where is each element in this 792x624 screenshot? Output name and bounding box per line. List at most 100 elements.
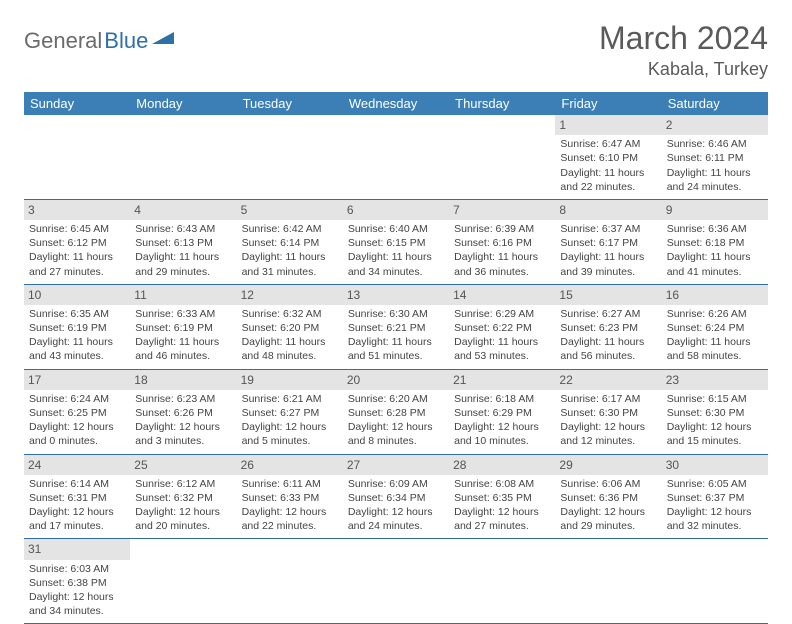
sunset-text: Sunset: 6:35 PM [454, 491, 550, 505]
daylight-text: Daylight: 11 hours and 27 minutes. [29, 250, 125, 278]
sunrise-text: Sunrise: 6:15 AM [667, 392, 763, 406]
daylight-text: Daylight: 11 hours and 22 minutes. [560, 166, 656, 194]
sunrise-text: Sunrise: 6:17 AM [560, 392, 656, 406]
logo: General Blue [24, 28, 174, 54]
calendar-cell: 23Sunrise: 6:15 AMSunset: 6:30 PMDayligh… [662, 369, 768, 454]
day-number: 30 [662, 455, 768, 475]
daylight-text: Daylight: 12 hours and 29 minutes. [560, 505, 656, 533]
day-number [662, 539, 768, 543]
sunrise-text: Sunrise: 6:12 AM [135, 477, 231, 491]
daylight-text: Daylight: 12 hours and 32 minutes. [667, 505, 763, 533]
calendar-cell [555, 539, 661, 624]
calendar-cell: 1Sunrise: 6:47 AMSunset: 6:10 PMDaylight… [555, 115, 661, 199]
calendar-cell: 17Sunrise: 6:24 AMSunset: 6:25 PMDayligh… [24, 369, 130, 454]
sunrise-text: Sunrise: 6:39 AM [454, 222, 550, 236]
sunrise-text: Sunrise: 6:29 AM [454, 307, 550, 321]
sunset-text: Sunset: 6:21 PM [348, 321, 444, 335]
sunset-text: Sunset: 6:20 PM [242, 321, 338, 335]
daylight-text: Daylight: 12 hours and 8 minutes. [348, 420, 444, 448]
sunset-text: Sunset: 6:24 PM [667, 321, 763, 335]
sunrise-text: Sunrise: 6:14 AM [29, 477, 125, 491]
calendar-cell: 20Sunrise: 6:20 AMSunset: 6:28 PMDayligh… [343, 369, 449, 454]
sunset-text: Sunset: 6:38 PM [29, 576, 125, 590]
sunrise-text: Sunrise: 6:21 AM [242, 392, 338, 406]
calendar-cell: 19Sunrise: 6:21 AMSunset: 6:27 PMDayligh… [237, 369, 343, 454]
sunset-text: Sunset: 6:29 PM [454, 406, 550, 420]
sunrise-text: Sunrise: 6:06 AM [560, 477, 656, 491]
sunrise-text: Sunrise: 6:35 AM [29, 307, 125, 321]
sunrise-text: Sunrise: 6:33 AM [135, 307, 231, 321]
calendar-cell [449, 539, 555, 624]
calendar-cell: 7Sunrise: 6:39 AMSunset: 6:16 PMDaylight… [449, 199, 555, 284]
sunset-text: Sunset: 6:26 PM [135, 406, 231, 420]
day-number: 25 [130, 455, 236, 475]
sunrise-text: Sunrise: 6:23 AM [135, 392, 231, 406]
location: Kabala, Turkey [599, 59, 768, 80]
calendar-row: 17Sunrise: 6:24 AMSunset: 6:25 PMDayligh… [24, 369, 768, 454]
day-number [555, 539, 661, 543]
day-number [237, 115, 343, 119]
day-number [449, 539, 555, 543]
day-number: 23 [662, 370, 768, 390]
sunrise-text: Sunrise: 6:43 AM [135, 222, 231, 236]
sunrise-text: Sunrise: 6:09 AM [348, 477, 444, 491]
daylight-text: Daylight: 11 hours and 39 minutes. [560, 250, 656, 278]
daylight-text: Daylight: 11 hours and 36 minutes. [454, 250, 550, 278]
weekday-header: Sunday [24, 92, 130, 115]
day-number: 31 [24, 539, 130, 559]
sunset-text: Sunset: 6:14 PM [242, 236, 338, 250]
calendar-cell: 9Sunrise: 6:36 AMSunset: 6:18 PMDaylight… [662, 199, 768, 284]
sunrise-text: Sunrise: 6:45 AM [29, 222, 125, 236]
day-number: 16 [662, 285, 768, 305]
sunrise-text: Sunrise: 6:18 AM [454, 392, 550, 406]
sunrise-text: Sunrise: 6:42 AM [242, 222, 338, 236]
day-number [449, 115, 555, 119]
day-number: 29 [555, 455, 661, 475]
daylight-text: Daylight: 12 hours and 17 minutes. [29, 505, 125, 533]
day-number: 8 [555, 200, 661, 220]
daylight-text: Daylight: 11 hours and 53 minutes. [454, 335, 550, 363]
calendar-cell: 16 Sunrise: 6:26 AMSunset: 6:24 PMDayligh… [662, 284, 768, 369]
calendar-cell: 31Sunrise: 6:03 AMSunset: 6:38 PMDayligh… [24, 539, 130, 624]
daylight-text: Daylight: 11 hours and 56 minutes. [560, 335, 656, 363]
sunrise-text: Sunrise: 6:03 AM [29, 562, 125, 576]
sunset-text: Sunset: 6:18 PM [667, 236, 763, 250]
calendar-cell: 26Sunrise: 6:11 AMSunset: 6:33 PMDayligh… [237, 454, 343, 539]
weekday-header: Wednesday [343, 92, 449, 115]
daylight-text: Daylight: 11 hours and 46 minutes. [135, 335, 231, 363]
calendar-cell: 25Sunrise: 6:12 AMSunset: 6:32 PMDayligh… [130, 454, 236, 539]
sunset-text: Sunset: 6:11 PM [667, 151, 763, 165]
day-number [343, 115, 449, 119]
calendar-cell: 4Sunrise: 6:43 AMSunset: 6:13 PMDaylight… [130, 199, 236, 284]
sunset-text: Sunset: 6:37 PM [667, 491, 763, 505]
sunset-text: Sunset: 6:12 PM [29, 236, 125, 250]
logo-text-general: General [24, 28, 102, 54]
sunrise-text: Sunrise: 6:46 AM [667, 137, 763, 151]
day-number: 19 [237, 370, 343, 390]
flag-icon [152, 30, 174, 53]
weekday-header: Monday [130, 92, 236, 115]
sunrise-text: Sunrise: 6:40 AM [348, 222, 444, 236]
calendar-cell: 5Sunrise: 6:42 AMSunset: 6:14 PMDaylight… [237, 199, 343, 284]
day-number: 2 [662, 115, 768, 135]
sunset-text: Sunset: 6:31 PM [29, 491, 125, 505]
day-number: 20 [343, 370, 449, 390]
sunset-text: Sunset: 6:16 PM [454, 236, 550, 250]
daylight-text: Daylight: 11 hours and 58 minutes. [667, 335, 763, 363]
calendar-row: 10Sunrise: 6:35 AMSunset: 6:19 PMDayligh… [24, 284, 768, 369]
sunset-text: Sunset: 6:30 PM [560, 406, 656, 420]
sunset-text: Sunset: 6:15 PM [348, 236, 444, 250]
day-number: 24 [24, 455, 130, 475]
calendar-cell [662, 539, 768, 624]
calendar-cell [24, 115, 130, 199]
sunrise-text: Sunrise: 6:26 AM [667, 307, 763, 321]
calendar-cell [130, 539, 236, 624]
calendar-cell: 10Sunrise: 6:35 AMSunset: 6:19 PMDayligh… [24, 284, 130, 369]
calendar-cell [343, 539, 449, 624]
day-number [237, 539, 343, 543]
sunset-text: Sunset: 6:17 PM [560, 236, 656, 250]
day-number [24, 115, 130, 119]
day-number: 4 [130, 200, 236, 220]
sunset-text: Sunset: 6:23 PM [560, 321, 656, 335]
calendar-cell: 15Sunrise: 6:27 AMSunset: 6:23 PMDayligh… [555, 284, 661, 369]
